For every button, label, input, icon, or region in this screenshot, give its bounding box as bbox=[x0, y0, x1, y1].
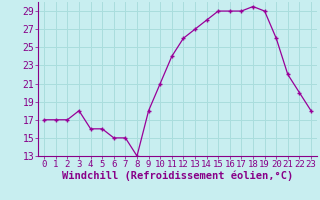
X-axis label: Windchill (Refroidissement éolien,°C): Windchill (Refroidissement éolien,°C) bbox=[62, 171, 293, 181]
